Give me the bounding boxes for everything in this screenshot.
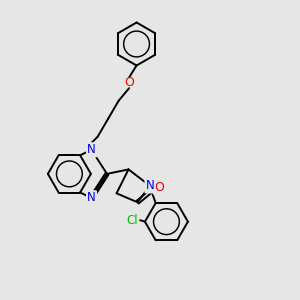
Text: N: N [87, 143, 96, 156]
Text: Cl: Cl [126, 214, 138, 227]
Text: N: N [146, 179, 154, 192]
Text: N: N [87, 191, 96, 204]
Text: O: O [124, 76, 134, 89]
Text: O: O [154, 181, 164, 194]
